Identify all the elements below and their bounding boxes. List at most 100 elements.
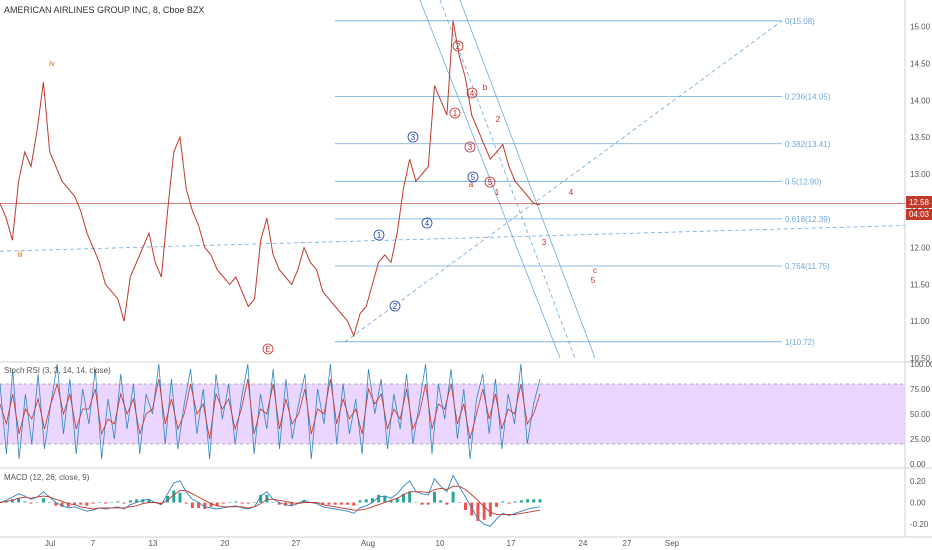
wave-label-circle <box>467 171 479 183</box>
trend-line-dashed <box>344 20 783 343</box>
stoch-tick-label: 100.00 <box>910 360 932 369</box>
wave-label: 3 <box>468 143 473 152</box>
macd-histogram-bar <box>451 491 455 503</box>
wave-label: 5 <box>471 173 476 182</box>
macd-histogram-bar <box>17 498 21 503</box>
macd-histogram-bar <box>54 502 58 506</box>
time-tick-label: 17 <box>507 539 516 548</box>
macd-histogram-bar <box>190 502 194 508</box>
macd-histogram-bar <box>79 502 83 505</box>
time-tick-label: 7 <box>91 539 96 548</box>
macd-histogram-bar <box>408 491 412 503</box>
time-axis[interactable]: Jul 7 13 20 27 Aug 10 17 24 27 Sep <box>45 539 680 548</box>
stoch-rsi-pane <box>0 363 905 460</box>
time-tick-label: 24 <box>579 539 588 548</box>
macd-histogram-bar <box>395 498 399 503</box>
macd-histogram-bar <box>464 502 468 511</box>
macd-histogram-bar <box>470 502 474 516</box>
macd-histogram-bar <box>147 499 151 503</box>
price-tick-label: 11.50 <box>910 280 930 289</box>
macd-histogram-bar <box>66 502 70 507</box>
wave-label: iv <box>49 59 55 68</box>
macd-histogram-bar <box>370 498 374 503</box>
macd-histogram-bar <box>135 499 139 503</box>
macd-histogram-bar <box>519 500 523 503</box>
macd-histogram-bar <box>104 502 108 504</box>
macd-histogram-bar <box>482 502 486 520</box>
stoch-tick-label: 0.00 <box>910 460 926 469</box>
macd-histogram-bar <box>333 502 337 505</box>
macd-pane <box>0 474 542 527</box>
wave-label: 1 <box>377 231 382 240</box>
macd-histogram-bar <box>358 500 362 503</box>
stoch-tick-label: 50.00 <box>910 410 931 419</box>
wave-label: c <box>593 266 597 275</box>
time-tick-label: Jul <box>45 539 55 548</box>
macd-histogram-bar <box>271 502 275 503</box>
macd-histogram-bar <box>197 502 201 508</box>
macd-histogram-bar <box>495 502 499 507</box>
macd-histogram-bar <box>265 494 269 503</box>
time-tick-label: Sep <box>665 539 680 548</box>
wave-label: 3 <box>411 133 416 142</box>
macd-histogram-bar <box>41 498 45 503</box>
time-tick-label: 27 <box>623 539 632 548</box>
time-tick-label: 27 <box>292 539 301 548</box>
macd-histogram-bar <box>532 499 536 503</box>
channel-line <box>459 0 596 359</box>
macd-histogram-bar <box>439 500 443 503</box>
macd-histogram-bar <box>352 502 356 506</box>
fib-level-label: 0.236(14.05) <box>785 93 831 102</box>
macd-histogram-bar <box>172 490 176 503</box>
channel-line <box>439 0 576 359</box>
wave-label: 4 <box>470 89 475 98</box>
signal-line <box>0 485 541 515</box>
macd-histogram-bar <box>488 502 492 517</box>
price-tick-label: 12.00 <box>910 244 931 253</box>
wave-label: a <box>469 180 474 189</box>
macd-histogram-bar <box>234 501 238 503</box>
countdown-label: 04:03 <box>909 210 930 219</box>
stoch-rsi-label: Stoch RSI (3, 3, 14, 14, close) <box>4 366 111 375</box>
channel-line <box>419 0 561 359</box>
macd-tick-label: 0.20 <box>910 477 926 486</box>
fib-level-label: 0.618(12.39) <box>785 215 831 224</box>
price-axis[interactable]: 15.0014.5014.0013.5013.0012.5012.0011.50… <box>910 23 932 529</box>
macd-histogram-bar <box>252 502 256 503</box>
macd-histogram-bar <box>60 502 64 507</box>
macd-histogram-bar <box>501 501 505 503</box>
macd-histogram-bar <box>72 502 76 505</box>
wave-label: 1 <box>495 188 500 197</box>
macd-histogram-bar <box>445 502 449 505</box>
macd-histogram-bar <box>85 502 89 506</box>
macd-histogram-bar <box>209 502 213 507</box>
trend-line-dashed <box>0 225 906 252</box>
macd-line <box>0 474 541 527</box>
fib-level-label: 1(10.72) <box>785 338 815 347</box>
macd-histogram-bar <box>339 502 343 505</box>
macd-histogram-bar <box>203 502 207 509</box>
fib-level-label: 0.764(11.75) <box>785 262 830 271</box>
wave-label: 1 <box>453 109 458 118</box>
macd-histogram-bar <box>29 502 33 504</box>
wave-label-circle <box>466 87 478 99</box>
macd-histogram-bar <box>420 502 424 505</box>
macd-histogram-bar <box>327 502 331 505</box>
last-price-label: 12.58 <box>909 198 930 207</box>
wave-label-circle <box>389 300 401 312</box>
trend-lines[interactable] <box>0 0 906 359</box>
grid <box>0 0 932 538</box>
wave-label: 4 <box>425 219 430 228</box>
fib-retracement[interactable]: 0(15.08) 0.236(14.05) 0.382(13.41) 0.5(12.9… <box>335 17 831 347</box>
macd-histogram-bar <box>178 492 182 503</box>
price-tick-label: 14.00 <box>910 96 931 105</box>
macd-histogram-bar <box>389 500 393 503</box>
macd-histogram-bar <box>457 502 461 503</box>
macd-histogram-bar <box>228 502 232 503</box>
chart-title: AMERICAN AIRLINES GROUP INC, 8, Cboe BZX <box>4 5 204 15</box>
time-tick-label: 20 <box>221 539 230 548</box>
macd-histogram-bar <box>290 502 294 506</box>
macd-histogram-bar <box>302 500 306 503</box>
